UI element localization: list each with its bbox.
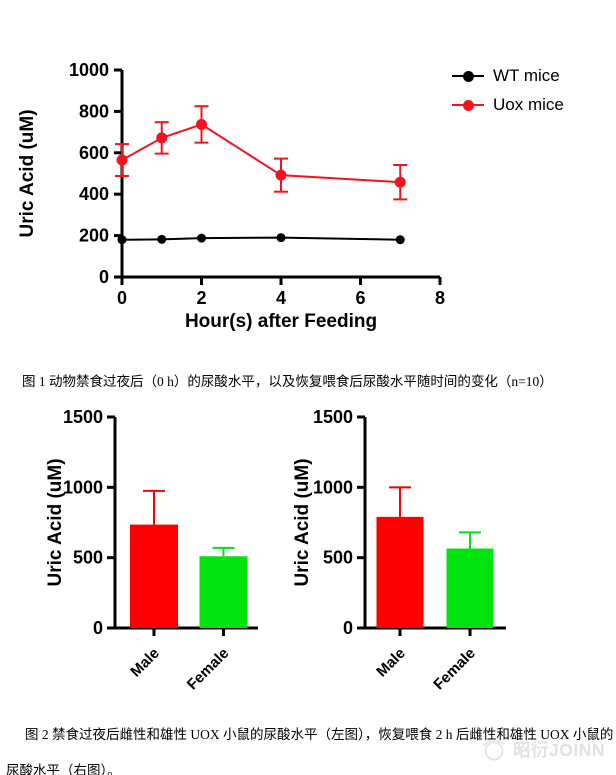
joinn-watermark-text: 昭衍JOINN [513, 740, 605, 760]
uox-mice-marker-icon [452, 99, 484, 111]
svg-text:0: 0 [343, 618, 353, 638]
figure1-caption: 图 1 动物禁食过夜后（0 h）的尿酸水平，以及恢复喂食后尿酸水平随时间的变化（… [22, 373, 553, 389]
legend-label-uox-mice: Uox mice [493, 95, 564, 114]
svg-text:6: 6 [355, 288, 365, 308]
wt-mice-marker-icon [452, 70, 484, 82]
svg-text:1500: 1500 [63, 407, 103, 427]
svg-text:Uric Acid (uM): Uric Acid (uM) [292, 458, 313, 586]
line-chart-legend: WT mice Uox mice [452, 66, 564, 115]
svg-text:1500: 1500 [313, 407, 353, 427]
svg-text:4: 4 [276, 288, 286, 308]
svg-text:1000: 1000 [313, 477, 353, 497]
svg-text:0: 0 [117, 288, 127, 308]
figure2-caption-line1: 图 2 禁食过夜后雌性和雄性 UOX 小鼠的尿酸水平（左图），恢复喂食 2 h … [25, 726, 614, 742]
svg-text:400: 400 [79, 184, 109, 204]
svg-text:800: 800 [79, 101, 109, 121]
svg-text:0: 0 [99, 267, 109, 287]
legend-item-uox-mice: Uox mice [452, 95, 564, 115]
svg-text:500: 500 [73, 548, 103, 568]
svg-text:Uric Acid (uM): Uric Acid (uM) [45, 458, 66, 586]
svg-text:1000: 1000 [63, 477, 103, 497]
svg-text:1000: 1000 [69, 60, 109, 80]
svg-text:Male: Male [373, 645, 409, 681]
svg-text:Female: Female [430, 645, 479, 694]
svg-text:500: 500 [323, 548, 353, 568]
joinn-logo-icon [483, 740, 505, 761]
svg-text:8: 8 [435, 288, 445, 308]
uric-acid-by-sex-bar-charts: 0 500 1000 1500 Male Female Uric Acid (uM) 0 500… [45, 407, 506, 694]
figure2-caption-line2: 尿酸水平（右图）。 [6, 762, 121, 775]
svg-text:2: 2 [196, 288, 206, 308]
svg-text:200: 200 [79, 226, 109, 246]
svg-text:0: 0 [93, 618, 103, 638]
svg-text:600: 600 [79, 143, 109, 163]
svg-text:Uric Acid (uM): Uric Acid (uM) [17, 109, 38, 237]
legend-label-wt-mice: WT mice [493, 66, 560, 85]
legend-item-wt-mice: WT mice [452, 66, 564, 86]
svg-text:Male: Male [127, 645, 163, 681]
uric-acid-timecourse-line-chart: 0 200 400 600 800 1000 0 2 4 6 8 Hour(s) after Feed… [17, 60, 445, 332]
svg-text:Female: Female [184, 645, 233, 694]
svg-text:Hour(s) after Feeding: Hour(s) after Feeding [185, 311, 377, 332]
joinn-watermark: 昭衍JOINN [481, 736, 605, 763]
